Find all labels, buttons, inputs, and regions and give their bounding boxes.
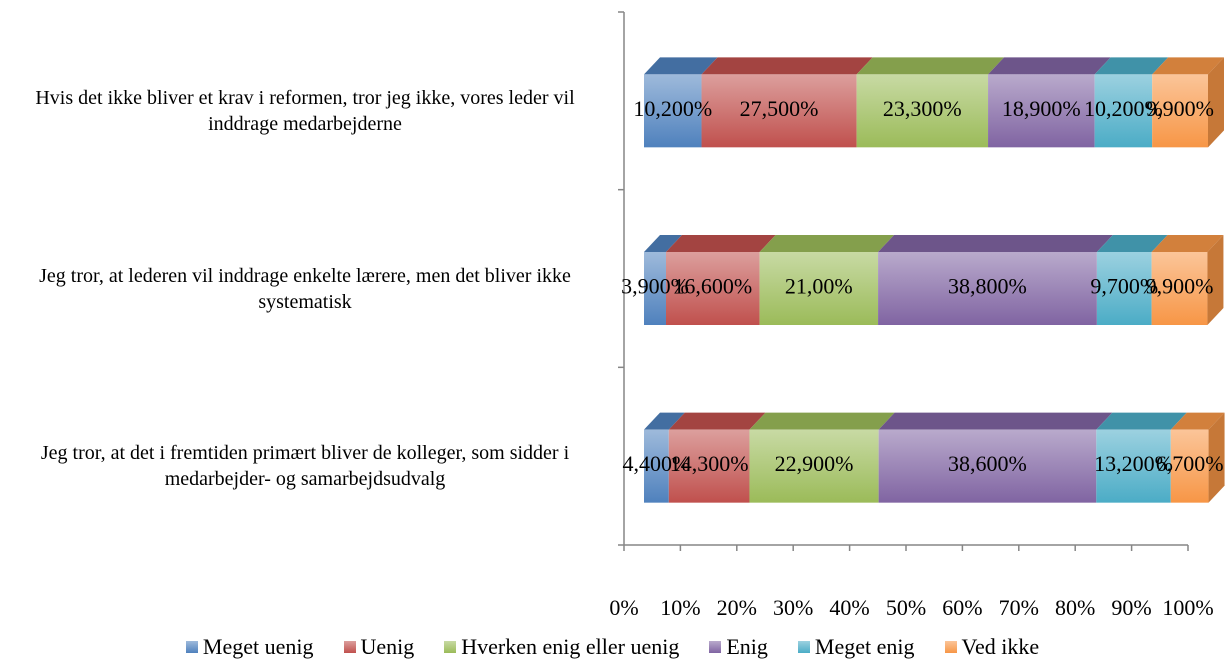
bar-top — [878, 235, 1113, 252]
bar-segment — [856, 74, 989, 148]
bar-top — [1096, 412, 1187, 430]
bar-segment — [1094, 74, 1153, 148]
category-label: Hvis det ikke bliver et krav i reformen,… — [35, 86, 575, 135]
bar-segment — [988, 74, 1095, 148]
value-label: 3,900% — [621, 274, 689, 299]
legend-item: Meget uenig — [185, 634, 314, 660]
legend-item: Uenig — [343, 634, 415, 660]
bar-segment — [665, 252, 760, 325]
value-label: 16,600% — [673, 274, 752, 299]
bar-segment — [1096, 429, 1171, 503]
bar-top — [644, 412, 685, 430]
bar-segment — [1151, 252, 1208, 325]
bar-side — [1207, 235, 1224, 325]
legend: Meget uenig Uenig Hverken enig eller uenig… — [0, 634, 1225, 660]
bar-segment — [644, 429, 669, 503]
legend-swatch — [944, 641, 957, 653]
legend-label: Enig — [726, 634, 768, 659]
value-label: 23,300% — [883, 96, 962, 121]
bar-top — [668, 412, 766, 430]
bar-top — [988, 57, 1111, 75]
bar-segment — [878, 429, 1097, 503]
category-label: Jeg tror, at lederen vil inddrage enkelt… — [39, 264, 571, 313]
bar-top — [759, 235, 895, 252]
x-tick-label: 20% — [717, 595, 757, 620]
legend-item: Ved ikke — [944, 634, 1040, 660]
bar-top — [749, 412, 895, 430]
bar-segment — [1170, 429, 1209, 503]
value-label: 10,200% — [633, 96, 712, 121]
legend-label: Hverken enig eller uenig — [461, 634, 680, 659]
x-tick-label: 50% — [886, 595, 926, 620]
x-tick-label: 100% — [1162, 595, 1213, 620]
value-label: 38,600% — [948, 451, 1027, 476]
x-tick-label: 40% — [829, 595, 869, 620]
bar-top — [856, 57, 1005, 75]
legend-swatch — [444, 641, 457, 653]
x-tick-label: 90% — [1111, 595, 1151, 620]
legend-label: Meget uenig — [202, 634, 314, 659]
bar-top — [878, 412, 1113, 430]
bar-top — [701, 57, 873, 75]
value-label: 18,900% — [1002, 96, 1081, 121]
bar-segment — [644, 74, 702, 148]
x-tick-label: 10% — [660, 595, 700, 620]
bar-top — [1096, 235, 1168, 252]
bar-side — [1208, 412, 1225, 503]
bar-side — [1208, 57, 1224, 148]
bar-top — [644, 57, 718, 75]
bar-segment — [1096, 252, 1152, 325]
category-label: Jeg tror, at det i fremtiden primært bli… — [40, 442, 570, 491]
value-label: 9,900% — [1146, 96, 1214, 121]
legend-swatch — [797, 641, 810, 653]
value-label: 9,700% — [1090, 274, 1158, 299]
x-tick-label: 70% — [999, 595, 1039, 620]
bar-top — [1094, 57, 1169, 75]
value-label: 4,400% — [622, 451, 690, 476]
value-label: 22,900% — [775, 451, 854, 476]
value-label: 14,300% — [670, 451, 749, 476]
bar-segment — [668, 429, 750, 503]
legend-item: Enig — [709, 634, 768, 660]
legend-label: Meget enig — [814, 634, 915, 659]
chart: 0% 10% 20% 30% 40% 50% 60% 70% 80% 90% 100% 10,200%… — [609, 11, 1225, 620]
value-label: 9,900% — [1146, 274, 1214, 299]
legend-label: Uenig — [360, 634, 415, 659]
x-tick-label: 0% — [609, 595, 638, 620]
bar-top — [644, 235, 682, 252]
value-label: 10,200% — [1084, 96, 1163, 121]
value-label: 38,800% — [948, 274, 1027, 299]
value-label: 21,00% — [785, 274, 853, 299]
value-label: 27,500% — [740, 96, 819, 121]
bar-top — [1151, 235, 1224, 252]
legend-swatch — [709, 641, 722, 653]
value-label: 13,200% — [1094, 451, 1173, 476]
legend-item: Hverken enig eller uenig — [444, 634, 679, 660]
value-label: 6,700% — [1156, 451, 1224, 476]
legend-swatch — [185, 641, 198, 653]
bar-segment — [878, 252, 1097, 325]
bar-top — [665, 235, 776, 252]
legend-item: Meget enig — [797, 634, 915, 660]
x-tick-label: 80% — [1055, 595, 1095, 620]
bar-segment — [749, 429, 879, 503]
bar-top — [1170, 412, 1225, 430]
legend-swatch — [343, 641, 356, 653]
bar-segment — [644, 252, 666, 325]
bar-segment — [759, 252, 879, 325]
legend-label: Ved ikke — [961, 634, 1040, 659]
x-tick-label: 60% — [942, 595, 982, 620]
bar-segment — [701, 74, 857, 148]
x-tick-label: 30% — [773, 595, 813, 620]
bar-segment — [1152, 74, 1208, 148]
bar-top — [1152, 57, 1224, 75]
